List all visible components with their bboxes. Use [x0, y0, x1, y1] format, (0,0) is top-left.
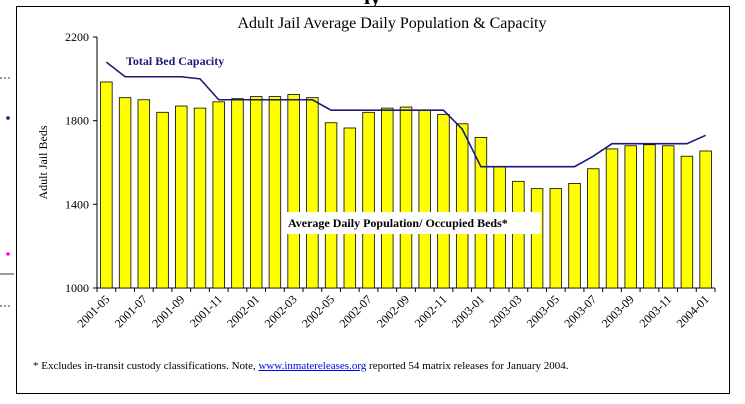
bar — [699, 150, 712, 289]
bar — [306, 97, 319, 289]
bar — [661, 145, 675, 289]
x-tick-label: 2003-07 — [561, 292, 599, 330]
y-tick-label: 1800 — [65, 114, 89, 128]
x-tick-label: 2003-03 — [486, 292, 524, 330]
bar — [175, 105, 188, 289]
x-tick-label: 2001-09 — [149, 292, 187, 330]
x-tick-label: 2002-09 — [374, 292, 412, 330]
x-tick-label: 2003-09 — [599, 292, 637, 330]
population-series-label: Average Daily Population/ Occupied Beds* — [288, 216, 508, 230]
bar — [249, 96, 263, 289]
y-axis-label: Adult Jail Beds — [36, 125, 50, 199]
bar — [324, 122, 338, 289]
chart-title: Adult Jail Average Daily Population & Ca… — [238, 15, 547, 32]
x-tick-label: 2001-05 — [74, 292, 112, 330]
x-tick-label: 2003-01 — [449, 292, 487, 330]
x-tick-label: 2002-11 — [412, 292, 450, 330]
x-tick-label: 2003-11 — [636, 292, 674, 330]
y-tick-label: 1000 — [65, 281, 89, 295]
population-label-box — [283, 212, 541, 234]
capacity-series-label: Total Bed Capacity — [126, 54, 224, 68]
footnote-link[interactable]: www.inmatereleases.org — [258, 360, 367, 372]
bar — [455, 123, 469, 289]
x-tick-label: 2002-03 — [262, 292, 300, 330]
bar — [231, 98, 244, 289]
x-tick-label: 2002-05 — [299, 292, 337, 330]
bar — [549, 188, 563, 289]
margin-dot-magenta — [6, 252, 10, 256]
bar — [343, 127, 357, 289]
bar — [568, 183, 581, 289]
bar — [643, 144, 656, 289]
bar — [268, 96, 282, 289]
bar — [156, 111, 169, 289]
bar — [418, 109, 431, 289]
bar — [118, 97, 132, 289]
margin-dot-blue — [6, 116, 10, 120]
bar — [587, 168, 600, 289]
bar — [362, 111, 375, 289]
footnote-prefix: * Excludes in-transit custody classifica… — [33, 360, 259, 372]
bar — [680, 155, 694, 289]
bar — [624, 145, 637, 289]
y-tick-label: 2200 — [65, 30, 89, 44]
bar — [287, 94, 300, 289]
bar — [212, 101, 225, 289]
bar — [100, 81, 113, 289]
bar — [530, 188, 544, 289]
x-tick-label: 2003-05 — [524, 292, 562, 330]
capacity-line — [105, 61, 706, 168]
bar — [193, 107, 207, 289]
bar — [399, 106, 413, 289]
bar — [381, 107, 394, 289]
x-tick-label: 2002-07 — [336, 292, 374, 330]
clipped-heading: ly — [0, 0, 745, 9]
x-tick-label: 2001-11 — [187, 292, 225, 330]
bar — [512, 180, 525, 289]
footnote: * Excludes in-transit custody classifica… — [33, 360, 713, 372]
bar — [137, 99, 151, 289]
y-tick-label: 1400 — [65, 197, 89, 211]
x-tick-label: 2001-07 — [112, 292, 150, 330]
bar — [437, 113, 450, 289]
bar — [605, 148, 619, 289]
left-margin-artifacts — [0, 77, 14, 307]
footnote-suffix: reported 54 matrix releases for January … — [366, 360, 569, 372]
x-tick-label: 2002-01 — [224, 292, 262, 330]
x-tick-label: 2004-01 — [674, 292, 712, 330]
